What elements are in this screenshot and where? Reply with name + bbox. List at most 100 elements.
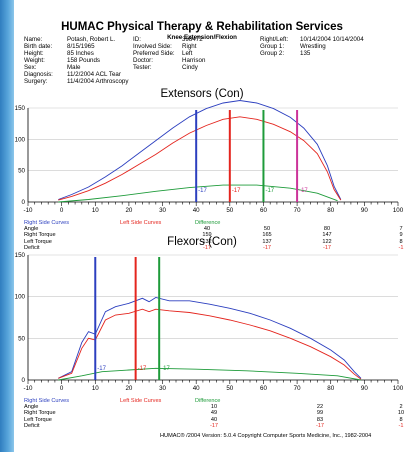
flex-legend-diff: Difference <box>195 398 221 404</box>
group1-label: Group 1: <box>260 43 285 50</box>
name-value: Potash, Robert L. <box>67 36 116 43</box>
flex-legend-right: Right Side Curves <box>24 398 70 404</box>
x-tick-label: 100 <box>393 207 404 214</box>
surgery-value: 11/4/2004 Arthroscopy <box>67 78 129 85</box>
ext-legend-diff: Difference <box>195 220 221 226</box>
sex-label: Sex: <box>24 64 37 71</box>
table-cell: 40 <box>203 226 211 232</box>
table-cell: 159 <box>202 232 212 239</box>
y-tick-label: 0 <box>22 199 26 206</box>
table-row-label: Deficit <box>24 244 40 251</box>
window-edge <box>0 0 14 452</box>
x-tick-label: 90 <box>361 207 368 214</box>
table-cell: -1 <box>398 422 404 429</box>
table-cell: 10 <box>210 404 218 410</box>
table-cell: 9 <box>399 232 403 239</box>
weight-value: 158 Pounds <box>67 57 101 64</box>
doctor-value: Harrison <box>182 57 206 64</box>
table-cell: 8 <box>399 416 403 423</box>
marker-deficit-label: -17 <box>299 188 308 194</box>
table-cell: 137 <box>262 238 272 245</box>
table-cell: 49 <box>210 410 218 417</box>
diagnosis-value: 11/2/2004 ACL Tear <box>67 71 121 78</box>
table-cell: 7 <box>399 226 403 232</box>
table-cell: 80 <box>323 226 331 232</box>
preferred-side-value: Left <box>182 50 193 57</box>
table-row-label: Right Torque <box>24 410 56 417</box>
birth-value: 8/15/1965 <box>67 43 95 50</box>
table-row-label: Right Torque <box>24 232 56 239</box>
id-label: ID: <box>133 36 141 43</box>
ext-legend-left: Left Side Curves <box>120 220 162 226</box>
table-row-label: Left Torque <box>24 416 52 423</box>
x-tick-label: 70 <box>294 207 301 214</box>
name-label: Name: <box>24 36 43 43</box>
x-tick-label: 50 <box>226 207 233 214</box>
height-label: Height: <box>24 50 44 57</box>
x-tick-label: 40 <box>193 207 200 214</box>
table-cell: -1 <box>398 244 404 251</box>
x-tick-label: 60 <box>260 207 267 214</box>
right-left-label: Right/Left: <box>260 36 289 43</box>
group2-value: 135 <box>300 50 311 57</box>
table-cell: 99 <box>316 410 324 417</box>
involved-side-value: Right <box>182 43 197 50</box>
table-cell: -17 <box>202 244 212 251</box>
extensors-chart-title: Extensors (Con) <box>160 88 244 100</box>
series-line-left <box>58 116 342 201</box>
birth-label: Birth date: <box>24 43 53 50</box>
report-title: HUMAC Physical Therapy & Rehabilitation … <box>61 21 343 33</box>
group2-label: Group 2: <box>260 50 285 57</box>
right-left-value: 10/14/2004 10/14/2004 <box>300 36 364 43</box>
x-tick-label: -10 <box>24 207 34 214</box>
table-cell: 147 <box>322 232 332 239</box>
marker-deficit-label: -17 <box>198 188 207 194</box>
table-cell: 122 <box>322 238 332 245</box>
table-cell: 165 <box>262 232 272 239</box>
table-cell: 10 <box>397 410 404 417</box>
report-subtitle: Knee Extension/Flexion <box>167 34 237 41</box>
x-tick-label: 0 <box>60 207 64 214</box>
y-tick-label: 100 <box>15 136 26 143</box>
series-line-right <box>58 100 342 200</box>
table-row-label: Deficit <box>24 422 40 429</box>
table-cell: -17 <box>322 244 332 251</box>
table-row-label: Angle <box>24 226 39 232</box>
tester-value: Cindy <box>182 64 198 71</box>
y-tick-label: 150 <box>15 105 26 112</box>
surgery-label: Surgery: <box>24 78 48 85</box>
x-tick-label: 80 <box>327 207 334 214</box>
marker-deficit-label: -17 <box>232 188 241 194</box>
x-tick-label: 20 <box>125 207 132 214</box>
flexors-chart-title: Flexors (Con) <box>167 236 237 248</box>
weight-label: Weight: <box>24 57 45 64</box>
table-row-label: Left Torque <box>24 238 52 245</box>
series-line-difference <box>58 184 338 203</box>
diagnosis-label: Diagnosis: <box>24 71 53 78</box>
table-cell: 40 <box>210 416 218 423</box>
id-value: 398472 <box>182 36 203 43</box>
group1-value: Wrestling <box>300 43 326 50</box>
doctor-label: Doctor: <box>133 57 153 64</box>
y-tick-label: 50 <box>18 168 25 175</box>
x-tick-label: 30 <box>159 207 166 214</box>
table-cell: -17 <box>315 422 325 429</box>
marker-deficit-label: -17 <box>265 188 274 194</box>
table-row-label: Angle <box>24 404 39 410</box>
table-cell: 22 <box>316 404 324 410</box>
table-cell: 8 <box>399 238 403 245</box>
copyright-footer: HUMAC® /2004 Version: 5.0.4 Copyright Co… <box>160 433 372 439</box>
height-value: 85 Inches <box>67 50 94 57</box>
involved-side-label: Involved Side: <box>133 43 172 50</box>
flex-legend-left: Left Side Curves <box>120 398 162 404</box>
table-cell: -17 <box>209 422 219 429</box>
table-cell: 83 <box>316 416 324 423</box>
table-cell: 132 <box>202 238 212 245</box>
sex-value: Male <box>67 64 81 71</box>
table-cell: -17 <box>262 244 272 251</box>
table-cell: 50 <box>263 226 271 232</box>
ext-legend-right: Right Side Curves <box>24 220 70 226</box>
